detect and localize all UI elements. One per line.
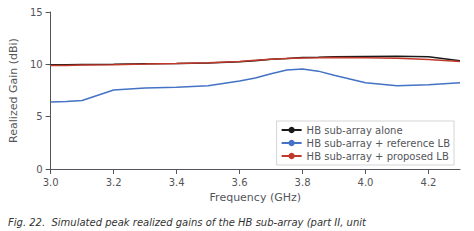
svg-text:Frequency (GHz): Frequency (GHz) (210, 191, 301, 204)
svg-text:5: 5 (36, 111, 42, 122)
svg-text:3.0: 3.0 (43, 177, 59, 188)
svg-text:15: 15 (30, 7, 43, 18)
svg-text:3.2: 3.2 (106, 177, 122, 188)
svg-text:HB sub-array + reference LB: HB sub-array + reference LB (307, 138, 451, 149)
svg-text:HB sub-array + proposed LB: HB sub-array + proposed LB (307, 151, 449, 162)
svg-text:10: 10 (30, 59, 43, 70)
svg-text:3.4: 3.4 (169, 177, 185, 188)
svg-text:4.2: 4.2 (421, 177, 437, 188)
svg-text:3.6: 3.6 (232, 177, 248, 188)
svg-text:Fig. 22. Simulated peak reali: Fig. 22. Simulated peak realized gains o… (8, 217, 367, 228)
svg-text:0: 0 (36, 164, 42, 175)
svg-text:4.0: 4.0 (358, 177, 374, 188)
svg-text:3.8: 3.8 (295, 177, 311, 188)
svg-text:Realized Gain (dBi): Realized Gain (dBi) (7, 38, 20, 143)
svg-text:HB sub-array alone: HB sub-array alone (307, 125, 403, 136)
